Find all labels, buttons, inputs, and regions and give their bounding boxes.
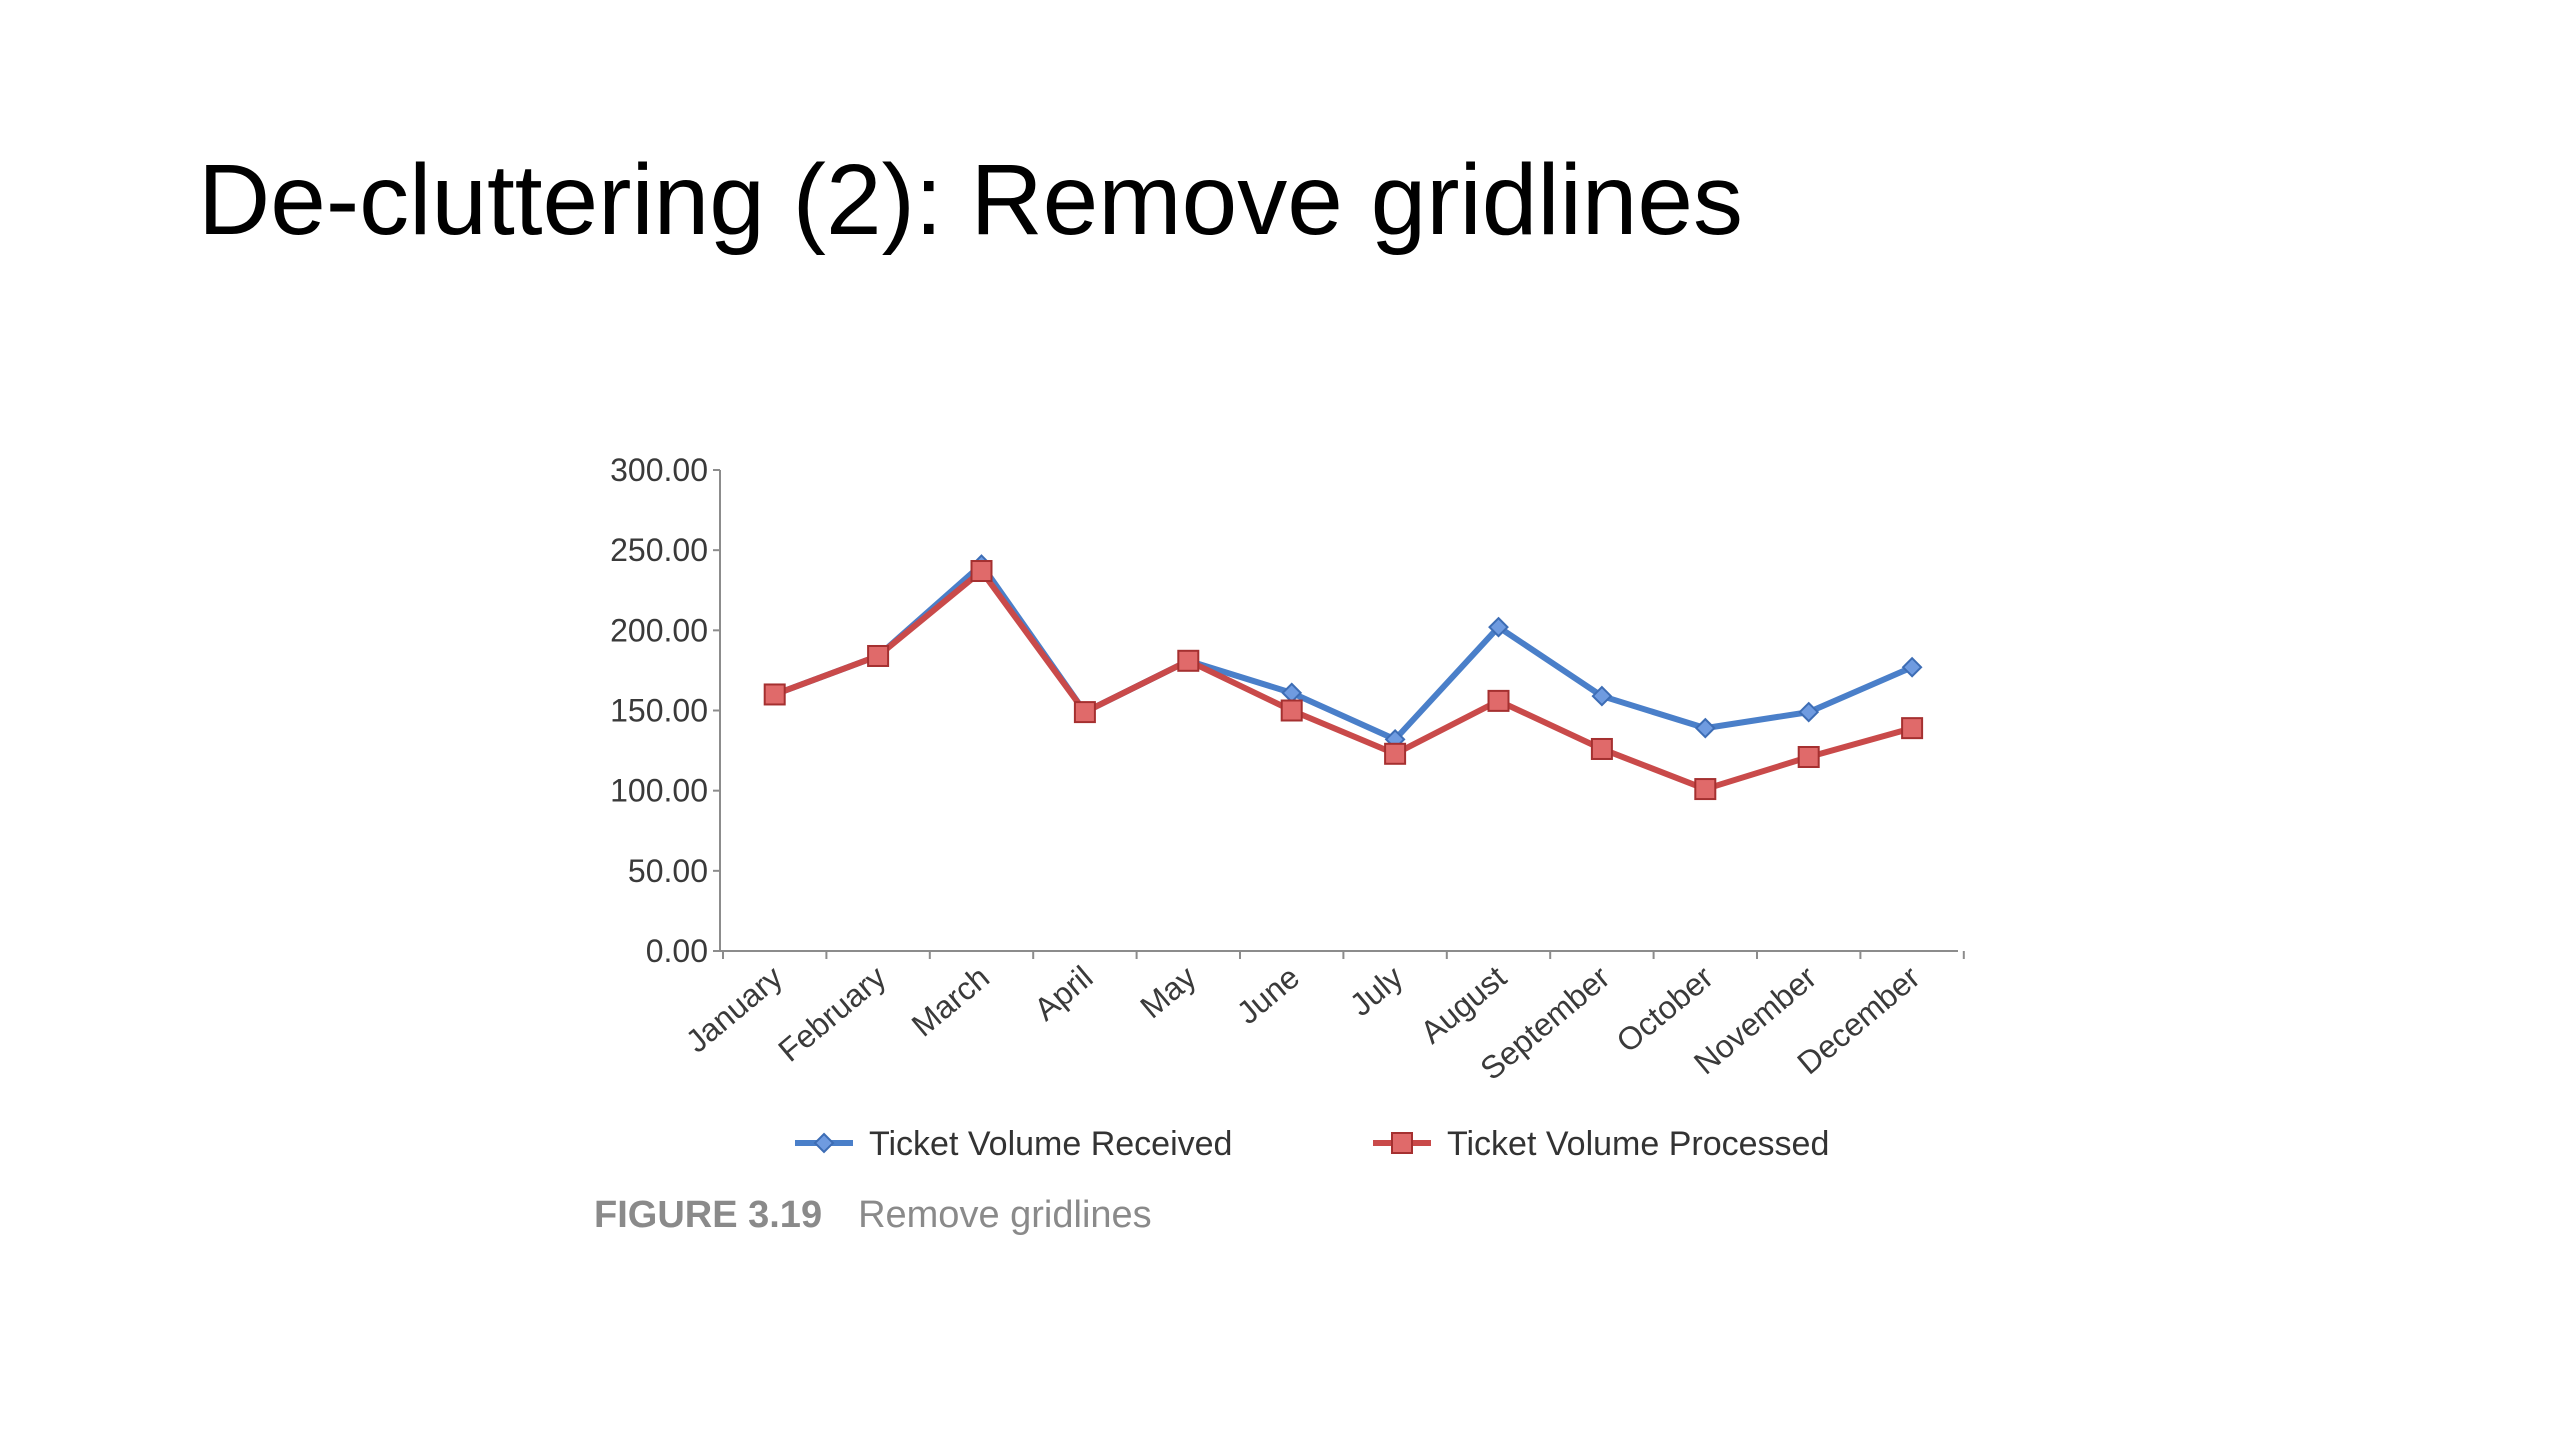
data-point <box>763 683 786 706</box>
series-line <box>771 568 1916 793</box>
figure-caption-text: Remove gridlines <box>858 1194 1152 1236</box>
x-tick-label: February <box>771 959 892 1069</box>
data-point <box>867 644 890 667</box>
series-received <box>764 554 1923 750</box>
x-tick-label: June <box>1230 959 1306 1031</box>
series-layer <box>763 554 1924 801</box>
data-point <box>1797 745 1820 768</box>
figure-label: FIGURE 3.19 <box>594 1194 823 1236</box>
y-tick-label: 50.00 <box>628 853 708 889</box>
x-tick-label: August <box>1414 959 1514 1051</box>
data-point <box>1901 656 1923 678</box>
y-axis: 0.00 50.00 100.00 150.00 200.00 250.00 300.00 <box>610 452 721 969</box>
data-point <box>1694 717 1716 739</box>
data-point <box>1798 701 1820 723</box>
y-tick-label: 100.00 <box>610 773 708 809</box>
data-point <box>1281 682 1303 704</box>
data-point <box>1073 701 1096 724</box>
data-point <box>1384 742 1407 765</box>
legend-marker <box>1391 1132 1413 1154</box>
series-line <box>771 561 1916 743</box>
data-point <box>1488 616 1509 638</box>
legend-label: Ticket Volume Processed <box>1447 1125 1829 1163</box>
y-tick-label: 300.00 <box>610 452 708 488</box>
legend-item: Ticket Volume Processed <box>1373 1125 1829 1163</box>
data-point <box>1177 649 1200 672</box>
y-tick-label: 0.00 <box>646 933 708 969</box>
x-tick-label: January <box>679 959 789 1060</box>
series-processed <box>763 560 1924 801</box>
data-point <box>1694 778 1717 801</box>
x-tick-label: May <box>1133 959 1202 1025</box>
legend-item: Ticket Volume Received <box>795 1125 1232 1163</box>
data-point <box>1901 717 1924 740</box>
legend-marker <box>813 1132 835 1154</box>
data-point <box>970 560 993 583</box>
y-tick-label: 250.00 <box>610 532 708 568</box>
y-tick-label: 150.00 <box>610 693 708 729</box>
figure-caption: FIGURE 3.19 Remove gridlines <box>594 1194 1152 1237</box>
legend-label: Ticket Volume Received <box>869 1125 1232 1163</box>
slide-title: De-cluttering (2): Remove gridlines <box>198 144 1744 256</box>
data-point <box>1591 685 1613 707</box>
x-tick-label: July <box>1343 959 1410 1023</box>
data-point <box>1590 737 1613 760</box>
y-tick-label: 200.00 <box>610 612 708 648</box>
data-point <box>1487 689 1510 712</box>
data-point <box>1280 699 1303 722</box>
x-tick-label: April <box>1027 959 1099 1028</box>
x-tick-label: March <box>905 959 996 1044</box>
legend: Ticket Volume Received Ticket Volume Proc… <box>795 1125 1829 1163</box>
